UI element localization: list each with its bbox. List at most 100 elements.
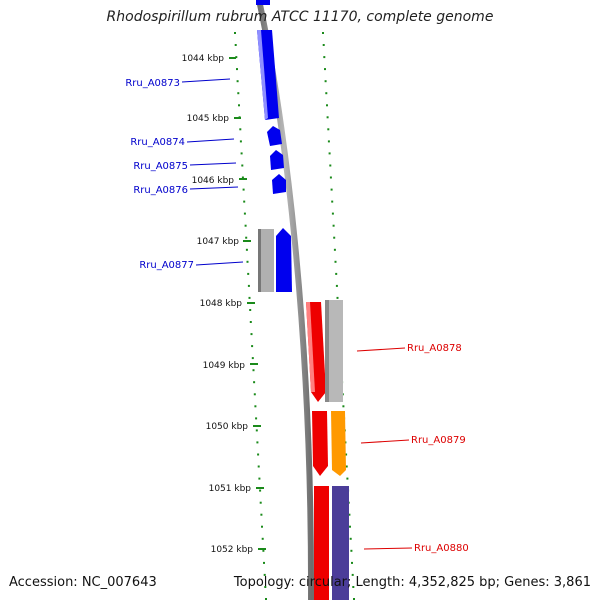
- genome-title: Rhodospirillum rubrum ATCC 11170, comple…: [106, 9, 494, 25]
- gene-label-rru-a0880[interactable]: Rru_A0880: [414, 543, 469, 554]
- track-dot: [243, 212, 246, 215]
- track-dot: [237, 92, 240, 95]
- track-dot: [234, 44, 237, 46]
- track-dot: [247, 272, 250, 275]
- track-dot: [346, 477, 349, 480]
- track-dot: [263, 561, 265, 564]
- track-dot: [251, 345, 254, 348]
- track-dot: [328, 152, 331, 155]
- track-dot: [240, 152, 243, 155]
- track-dot: [249, 309, 252, 311]
- track-dot: [241, 176, 244, 179]
- leader-line-rru-a0876: [189, 186, 239, 190]
- track-dot: [353, 598, 355, 600]
- track-dot: [327, 140, 330, 143]
- track-dot: [331, 212, 334, 215]
- track-dot: [322, 44, 325, 46]
- track-dot: [335, 284, 338, 287]
- gene-segment-gray-2-shade: [325, 300, 329, 402]
- track-dot: [334, 260, 337, 263]
- scale-labels: 1044 kbp 1045 kbp 1046 kbp 1047 kbp 1048…: [182, 54, 266, 555]
- track-dot: [249, 321, 252, 323]
- track-dot: [246, 260, 249, 263]
- leader-line-rru-a0873: [181, 78, 231, 83]
- track-dot: [258, 477, 261, 480]
- track-dot: [235, 56, 238, 59]
- track-dot: [326, 104, 328, 107]
- track-dot: [335, 272, 338, 275]
- track-dot: [336, 296, 339, 299]
- track-dot: [351, 573, 354, 576]
- scale-label: 1047 kbp: [197, 237, 240, 247]
- gene-label-rru-a0876[interactable]: Rru_A0876: [133, 185, 188, 196]
- track-dot: [255, 429, 258, 432]
- scale-label: 1044 kbp: [182, 54, 225, 64]
- gene-arrow-rru-a0877[interactable]: [276, 228, 292, 292]
- track-dot: [330, 188, 333, 191]
- gene-arrow-rru-a0874[interactable]: [267, 126, 282, 146]
- track-dot: [333, 248, 336, 251]
- track-dot: [243, 200, 246, 203]
- gene-labels: Rru_A0873 Rru_A0874 Rru_A0875 Rru_A0876 …: [125, 78, 468, 554]
- track-dot: [327, 128, 330, 131]
- track-dot: [349, 537, 352, 540]
- gene-arrow-rru-a0879[interactable]: [312, 411, 328, 476]
- track-dot: [257, 465, 260, 468]
- track-dot: [350, 549, 353, 552]
- gene-arrow-rru-a0875[interactable]: [270, 150, 284, 170]
- track-dot: [251, 357, 254, 360]
- track-dot: [345, 453, 348, 456]
- track-dot: [348, 513, 351, 516]
- track-dot: [329, 164, 332, 167]
- track-dot: [260, 513, 263, 516]
- scale-label: 1046 kbp: [192, 176, 235, 186]
- gene-arrow-rru-a0880[interactable]: [314, 486, 329, 600]
- track-dot: [238, 104, 240, 107]
- leader-line-rru-a0880: [363, 547, 413, 550]
- track-dot: [261, 537, 264, 540]
- gene-label-rru-a0879[interactable]: Rru_A0879: [411, 435, 466, 446]
- track-dot: [325, 92, 328, 95]
- gene-label-rru-a0878[interactable]: Rru_A0878: [407, 343, 462, 354]
- scale-label: 1049 kbp: [203, 361, 246, 371]
- leader-line-rru-a0875: [189, 162, 237, 166]
- track-dot: [252, 369, 255, 372]
- track-dot: [265, 598, 267, 600]
- track-dot: [352, 586, 355, 588]
- track-dot: [262, 549, 265, 552]
- gene-label-rru-a0873[interactable]: Rru_A0873: [125, 78, 180, 89]
- gene-segment-gray-2: [325, 300, 343, 402]
- track-dot: [349, 525, 351, 528]
- gene-arrow-rru-a0876[interactable]: [272, 174, 286, 194]
- track-dot: [263, 573, 266, 576]
- track-dot: [261, 525, 263, 528]
- track-dot: [254, 405, 257, 408]
- track-dot: [264, 586, 267, 588]
- gene-label-rru-a0877[interactable]: Rru_A0877: [139, 260, 194, 271]
- gene-segment-top: [256, 0, 270, 5]
- gene-features: [256, 0, 349, 600]
- gene-segment-purple: [332, 486, 349, 600]
- track-dot: [326, 116, 329, 119]
- track-dot: [253, 393, 256, 396]
- track-dot: [255, 417, 258, 420]
- track-dot: [247, 284, 250, 287]
- scale-label: 1052 kbp: [211, 545, 254, 555]
- track-dot: [345, 465, 348, 468]
- track-dot: [324, 68, 326, 71]
- track-dot: [239, 140, 242, 143]
- gene-label-rru-a0875[interactable]: Rru_A0875: [133, 161, 188, 172]
- accession-text: Accession: NC_007643: [9, 575, 157, 590]
- gene-arrow-highlight: [306, 302, 315, 392]
- track-dot: [236, 68, 238, 71]
- leader-line-rru-a0879: [360, 439, 410, 444]
- gene-label-rru-a0874[interactable]: Rru_A0874: [130, 137, 185, 148]
- track-dot: [241, 164, 244, 167]
- track-dot: [323, 56, 326, 59]
- scale-label: 1048 kbp: [200, 299, 243, 309]
- track-dot: [333, 236, 336, 239]
- track-dot: [239, 128, 242, 131]
- track-dot: [234, 32, 236, 34]
